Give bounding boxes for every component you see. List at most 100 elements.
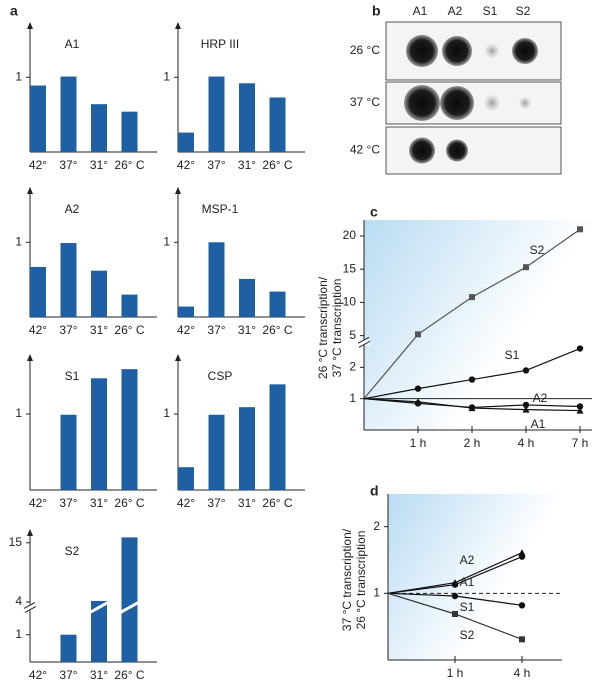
y-tick-label: 1 — [349, 391, 356, 405]
x-tick-label: 31° — [90, 158, 108, 172]
marker — [415, 331, 421, 338]
series-label: S2 — [460, 628, 475, 642]
blot-spot — [512, 38, 538, 64]
axis-break — [357, 336, 370, 344]
marker — [519, 636, 525, 643]
bar — [208, 76, 225, 152]
bar — [239, 83, 255, 152]
x-tick-label: 1 h — [410, 436, 427, 450]
y-tick-label: 1 — [15, 69, 22, 83]
x-tick-label: 1 h — [447, 666, 464, 680]
x-tick-label: 37° — [59, 158, 77, 172]
x-tick-label: 31° — [90, 496, 108, 510]
x-tick-label: 26° C — [114, 496, 144, 510]
marker — [414, 400, 422, 407]
bar — [91, 600, 107, 662]
x-tick-label: 42° — [29, 323, 47, 337]
bar — [121, 537, 138, 662]
y-axis-label: 37 °C transcription — [330, 279, 344, 378]
series-label: A1 — [460, 575, 475, 589]
x-tick-label: 37° — [207, 158, 225, 172]
plot-background — [388, 494, 562, 660]
bar — [60, 76, 77, 152]
y-tick-label: 15 — [9, 535, 23, 549]
x-tick-label: 4 h — [518, 436, 535, 450]
bar — [178, 306, 194, 317]
bar — [269, 97, 286, 152]
bar — [60, 243, 77, 317]
bar — [121, 294, 138, 317]
x-tick-label: 26° C — [262, 323, 292, 337]
bar — [269, 384, 286, 490]
x-tick-label: 26° C — [114, 323, 144, 337]
chart-title: A2 — [65, 202, 80, 216]
x-tick-label: 42° — [29, 158, 47, 172]
bar — [91, 104, 107, 152]
axis-break — [358, 340, 371, 348]
bar — [239, 407, 255, 490]
series-label: S1 — [505, 348, 520, 362]
x-tick-label: 31° — [238, 323, 256, 337]
y-axis-label: 26 °C transcription/ — [316, 276, 330, 379]
marker — [522, 401, 530, 409]
bar — [239, 278, 255, 317]
x-tick-label: 37° — [207, 323, 225, 337]
x-tick-label: 7 h — [572, 436, 589, 450]
x-tick-label: 26° C — [114, 158, 144, 172]
bar-break — [89, 601, 109, 614]
x-tick-label: 42° — [29, 496, 47, 510]
x-tick-label: 42° — [177, 158, 195, 172]
y-tick-label: 1 — [163, 234, 170, 248]
panel-label: b — [372, 3, 381, 19]
axis-arrow — [27, 187, 33, 194]
y-tick-label: 1 — [163, 406, 170, 420]
axis-break — [24, 605, 37, 613]
marker — [522, 406, 530, 413]
bar — [91, 378, 107, 490]
marker — [414, 385, 422, 392]
axis-break-gap — [24, 604, 36, 611]
blot-spot — [484, 95, 500, 111]
blot-spot — [519, 97, 531, 109]
row-label: 37 °C — [350, 95, 380, 109]
bar — [208, 242, 225, 317]
marker — [452, 611, 458, 617]
x-tick-label: 37° — [59, 668, 77, 682]
row-label: 42 °C — [350, 143, 380, 157]
y-tick-label: 10 — [343, 295, 357, 309]
y-tick-label: 1 — [15, 234, 22, 248]
y-tick-label: 5 — [349, 328, 356, 342]
x-tick-label: 31° — [238, 496, 256, 510]
chart-title: S2 — [65, 544, 80, 558]
x-tick-label: 26° C — [114, 668, 144, 682]
blot-spot — [485, 44, 499, 58]
x-tick-label: 26° C — [262, 496, 292, 510]
x-tick-label: 31° — [90, 668, 108, 682]
y-axis-label: 26 °C transcription — [354, 531, 368, 630]
marker — [469, 294, 475, 301]
axis-arrow — [27, 22, 33, 29]
blot-spot — [446, 139, 468, 162]
x-tick-label: 42° — [29, 668, 47, 682]
marker — [468, 404, 476, 411]
bar — [91, 270, 107, 317]
y-tick-label: 1 — [15, 627, 22, 641]
series-label: A2 — [533, 391, 548, 405]
blot-spot — [406, 35, 438, 67]
chart-title: MSP-1 — [202, 202, 239, 216]
blot-spot — [404, 85, 440, 121]
x-tick-label: 37° — [59, 496, 77, 510]
column-label: S1 — [483, 4, 498, 18]
y-tick-label: 15 — [343, 261, 357, 275]
bar — [269, 291, 286, 317]
y-tick-label: 2 — [373, 519, 380, 533]
y-tick-label: 2 — [349, 360, 356, 374]
chart-title: CSP — [208, 369, 233, 383]
marker — [451, 581, 459, 588]
bar — [30, 266, 46, 317]
series-label: A1 — [531, 417, 546, 431]
bar — [60, 634, 77, 662]
panel-label: a — [10, 3, 18, 19]
bar — [178, 467, 194, 490]
